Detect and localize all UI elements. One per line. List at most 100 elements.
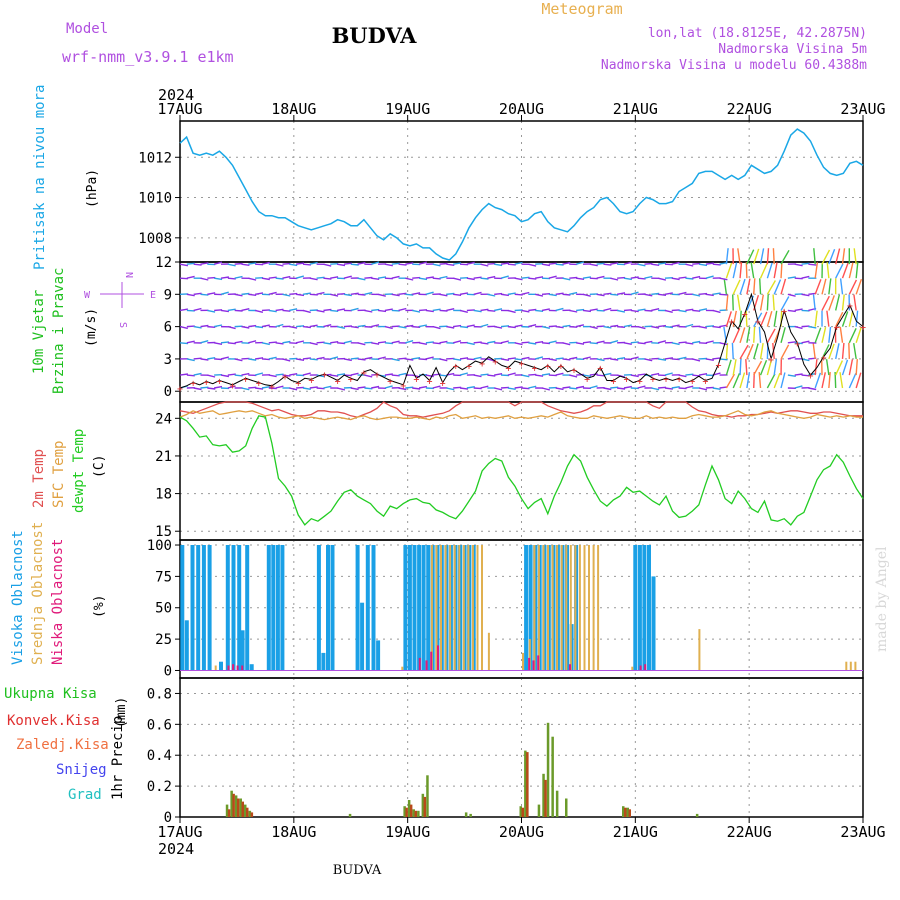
bottom-year-label: 2024: [158, 840, 194, 858]
wind-gust-mark: +: [374, 370, 380, 381]
wind-arrow: [794, 277, 803, 280]
wind-arrow: [186, 275, 195, 279]
wind-arrow: [193, 325, 202, 329]
wind-arrow: [814, 279, 822, 295]
wind-arrow: [425, 356, 434, 360]
mid-cloud-bar: [458, 545, 461, 671]
wind-arrow: [193, 307, 202, 312]
wind-arrow: [616, 309, 626, 313]
wind-arrow: [821, 249, 831, 265]
wind-arrow: [801, 293, 810, 297]
mid-cloud-bar: [430, 545, 433, 671]
wind-arrow: [692, 262, 701, 265]
wind-arrow: [623, 277, 633, 281]
wind-arrow: [200, 386, 209, 389]
wind-arrow: [732, 294, 734, 311]
wind-arrow: [507, 387, 516, 390]
wind-arrow: [603, 372, 612, 376]
wind-arrow: [623, 358, 632, 361]
precip-legend-total: Ukupna Kisa: [4, 686, 97, 702]
total-precip-bar: [551, 736, 554, 817]
wind-arrow: [316, 309, 325, 313]
wind-arrow: [207, 387, 216, 390]
footer-title: BUDVA: [333, 863, 382, 878]
wind-arrow: [664, 372, 673, 376]
wind-arrow: [664, 325, 673, 329]
wind-arrow: [698, 308, 708, 312]
wind-gust-mark: +: [361, 368, 367, 379]
wind-arrow: [500, 262, 510, 265]
dewpt-line: [179, 415, 864, 526]
wind-arrow: [787, 276, 796, 279]
mid-cloud-bar: [588, 545, 590, 671]
wind-arrow: [405, 277, 414, 281]
wind-arrow: [323, 324, 332, 328]
wind-arrow: [295, 340, 305, 344]
wind-arrow: [746, 278, 751, 295]
wind-arrow: [644, 340, 653, 344]
wind-ylabel-1: 10m Vjetar: [31, 290, 47, 374]
wind-arrow: [745, 262, 748, 279]
wind-arrow: [384, 385, 393, 389]
mid-cloud-bar: [440, 545, 442, 671]
x-tick-label: 19AUG: [385, 100, 430, 118]
wind-arrow: [453, 386, 462, 389]
x-tick-label: 21AUG: [613, 823, 658, 841]
wind-arrow: [241, 308, 250, 312]
mid-cloud-bar: [560, 545, 563, 671]
total-precip-bar: [469, 813, 472, 817]
wind-ylabel-2: Brzina i Pravac: [51, 268, 67, 394]
wind-arrow: [705, 275, 714, 279]
wind-arrow: [487, 374, 496, 377]
mid-cloud-bar: [556, 545, 559, 671]
wind-arrow: [848, 359, 854, 376]
wind-arrow: [855, 310, 859, 327]
wind-arrow: [826, 262, 830, 279]
wind-arrow: [330, 341, 339, 344]
high-cloud-bar: [412, 545, 417, 671]
wind-arrow: [582, 293, 591, 297]
wind-arrow: [569, 291, 578, 295]
wind-arrow: [384, 342, 393, 345]
wind-arrow: [853, 294, 857, 311]
wind-arrow: [759, 294, 764, 311]
wind-arrow: [834, 294, 840, 311]
wind-arrow: [541, 263, 551, 267]
x-tick-label: 22AUG: [727, 100, 772, 118]
wind-arrow: [302, 309, 311, 314]
wind-arrow: [737, 248, 741, 265]
wind-arrow: [186, 325, 195, 328]
wind-arrow: [528, 308, 537, 312]
wind-arrow: [459, 325, 469, 329]
wind-arrow: [412, 309, 421, 313]
wind-arrow: [261, 358, 270, 361]
wind-arrow: [350, 292, 359, 296]
wind-arrow: [227, 342, 236, 345]
wind-arrow: [725, 359, 732, 376]
wind-arrow: [813, 248, 816, 265]
wind-gust-mark: +: [860, 323, 866, 334]
wind-gust-mark: +: [729, 317, 735, 328]
wind-arrow: [405, 262, 414, 265]
wind-arrow: [671, 324, 680, 328]
wind-arrow: [855, 278, 863, 295]
wind-gust-mark: +: [532, 364, 538, 375]
wind-arrow: [480, 323, 489, 328]
wind-arrow: [535, 309, 544, 312]
wind-gust-mark: +: [794, 339, 800, 350]
wind-arrow: [514, 261, 523, 265]
wind-arrow: [336, 387, 346, 391]
mid-cloud-bar: [522, 652, 524, 671]
wind-arrow: [678, 276, 687, 279]
wind-arrow: [391, 325, 400, 328]
convective-precip-bar: [423, 796, 427, 817]
wind-arrow: [576, 308, 585, 312]
wind-arrow: [841, 359, 849, 376]
wind-arrow: [630, 276, 639, 279]
wind-arrow: [753, 326, 756, 343]
wind-arrow: [309, 293, 318, 296]
wind-arrow: [466, 342, 475, 346]
wind-arrow: [548, 325, 557, 328]
wind-arrow: [651, 325, 660, 329]
mid-cloud-bar: [845, 661, 848, 671]
